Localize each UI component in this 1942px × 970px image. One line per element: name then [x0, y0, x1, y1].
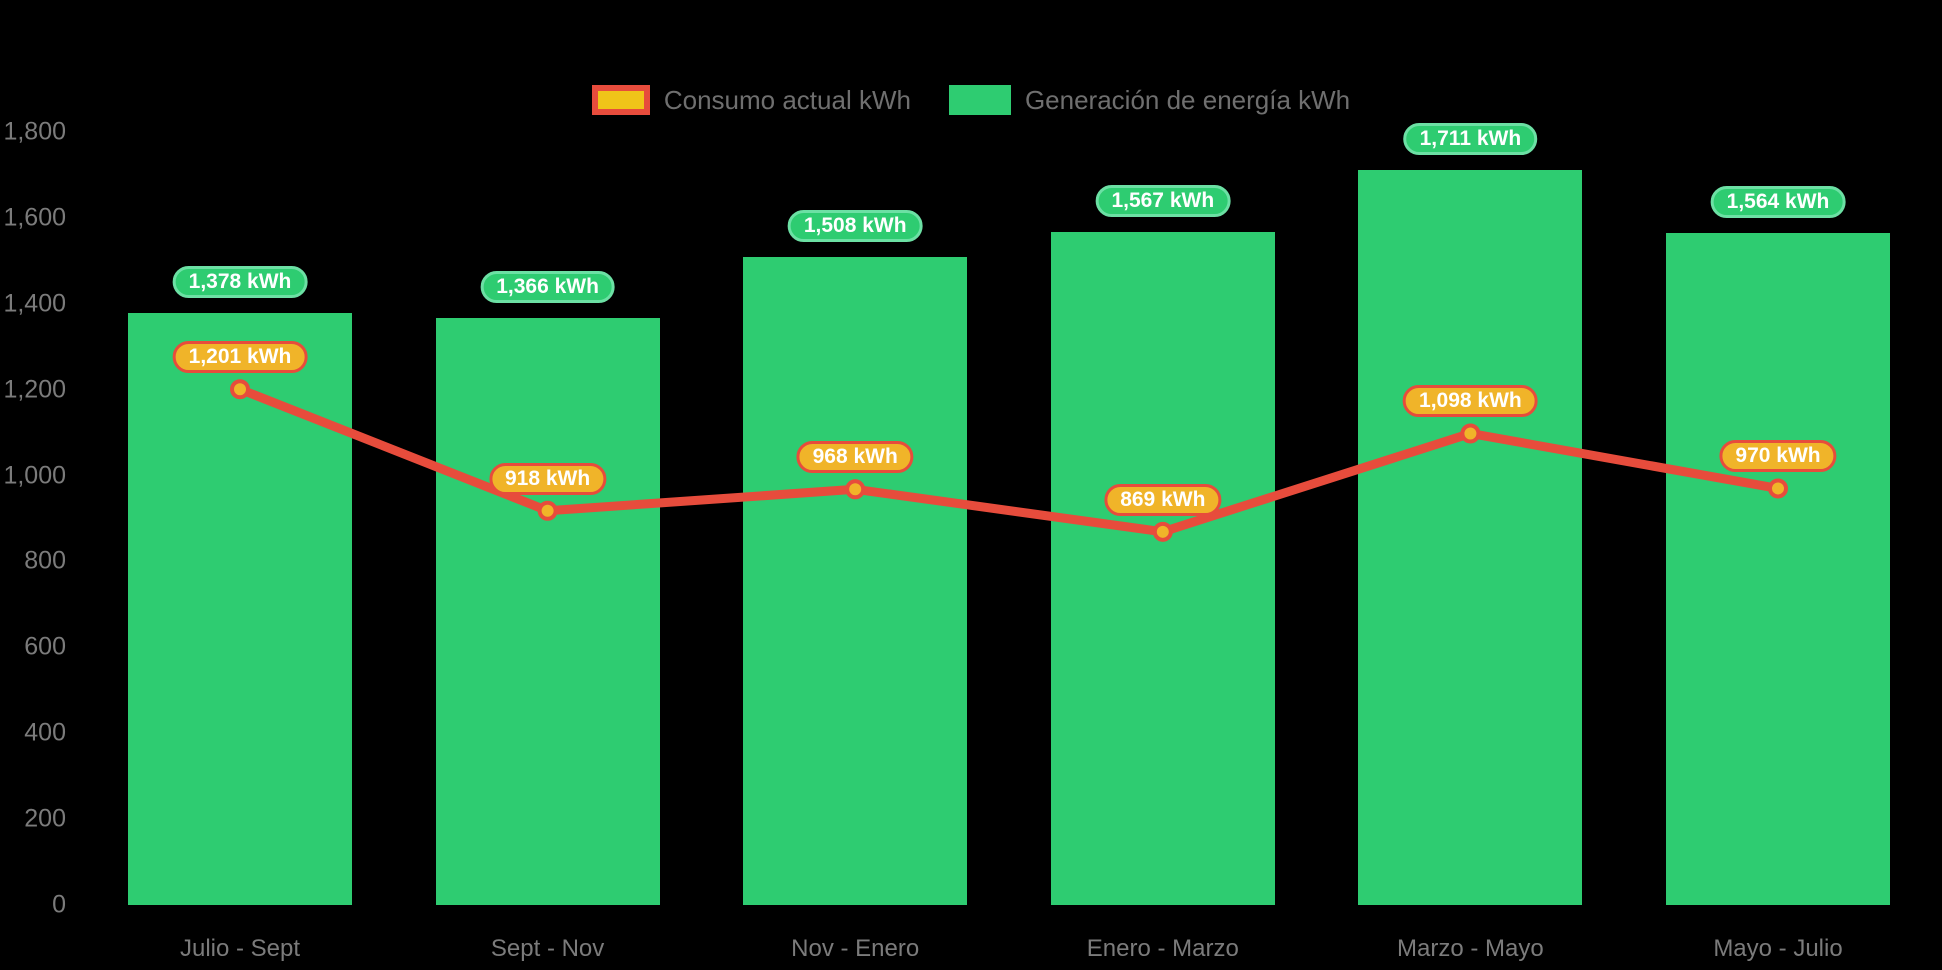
consumption-value-badge: 970 kWh	[1719, 440, 1837, 473]
generation-swatch-icon	[948, 85, 1011, 115]
generation-value-badge: 1,378 kWh	[172, 266, 308, 299]
x-axis-category-label: Mayo - Julio	[1713, 935, 1843, 962]
y-axis-tick-label: 600	[24, 632, 66, 661]
generation-bar[interactable]	[1358, 170, 1583, 905]
y-axis-tick-label: 1,400	[3, 289, 66, 318]
y-axis-tick-label: 1,000	[3, 461, 66, 490]
consumption-value-badge: 1,098 kWh	[1403, 385, 1538, 418]
consumption-value-badge: 869 kWh	[1104, 483, 1222, 516]
generation-bar[interactable]	[1050, 232, 1275, 905]
consumption-swatch-icon	[591, 85, 650, 115]
x-axis-category-label: Enero - Marzo	[1086, 935, 1239, 962]
generation-value-badge: 1,508 kWh	[787, 210, 923, 243]
generation-value-badge: 1,366 kWh	[480, 271, 615, 304]
y-axis-tick-label: 1,600	[3, 203, 66, 232]
legend-item-generation[interactable]: Generación de energía kWh	[948, 84, 1351, 116]
x-axis-category-label: Sept - Nov	[490, 935, 605, 962]
x-axis-category-label: Julio - Sept	[179, 935, 301, 962]
generation-value-badge: 1,567 kWh	[1095, 185, 1231, 218]
y-axis-tick-label: 0	[52, 890, 66, 919]
consumption-value-badge: 918 kWh	[488, 462, 607, 495]
generation-bar[interactable]	[435, 318, 660, 905]
x-axis-category-label: Nov - Enero	[791, 935, 920, 962]
legend-label-consumption: Consumo actual kWh	[663, 84, 911, 115]
legend-item-consumption[interactable]: Consumo actual kWh	[591, 84, 911, 116]
generation-bar[interactable]	[743, 257, 968, 905]
generation-value-badge: 1,564 kWh	[1710, 186, 1846, 219]
y-axis-tick-label: 400	[24, 718, 66, 747]
y-axis-tick-label: 1,800	[3, 117, 66, 146]
y-axis-tick-label: 1,200	[3, 375, 66, 404]
generation-value-badge: 1,711 kWh	[1403, 123, 1538, 156]
consumption-value-badge: 1,201 kWh	[172, 341, 308, 374]
generation-bar[interactable]	[1666, 233, 1890, 905]
generation-bar[interactable]	[128, 313, 352, 905]
y-axis-tick-label: 800	[24, 546, 66, 575]
x-axis-category-label: Marzo - Mayo	[1397, 935, 1544, 962]
consumption-value-badge: 968 kWh	[796, 441, 914, 474]
chart-legend: Consumo actual kWh Generación de energía…	[0, 84, 1942, 116]
y-axis-tick-label: 200	[24, 804, 66, 833]
legend-label-generation: Generación de energía kWh	[1024, 84, 1351, 115]
